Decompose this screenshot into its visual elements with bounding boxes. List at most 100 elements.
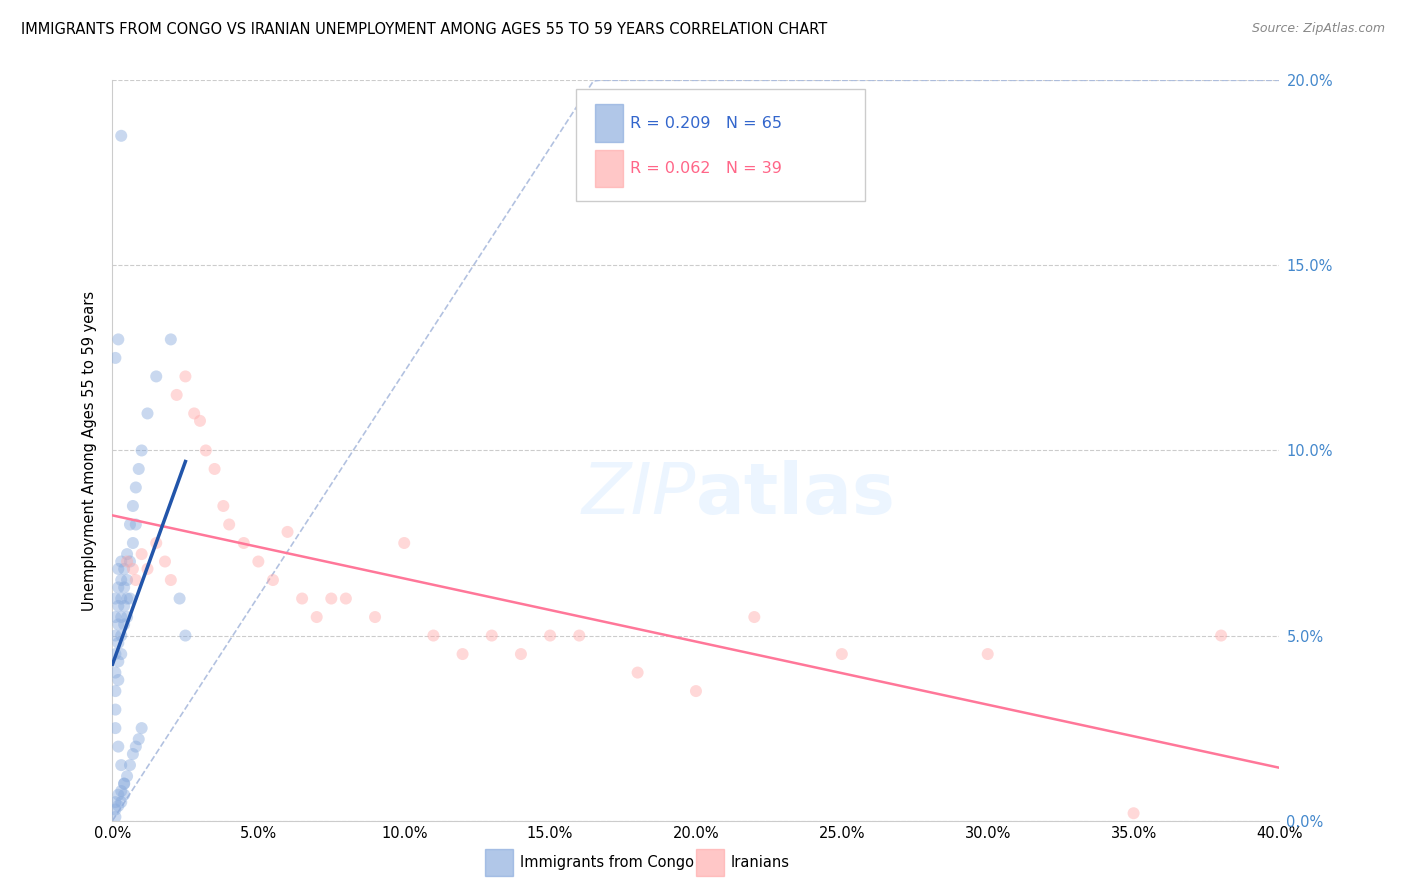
- Point: [104, 684, 127, 698]
- Point: [115, 547, 138, 561]
- Point: [335, 591, 357, 606]
- Point: [153, 554, 176, 569]
- Point: [160, 573, 183, 587]
- Point: [110, 647, 132, 661]
- Point: [115, 554, 138, 569]
- Point: [110, 573, 132, 587]
- Point: [104, 628, 127, 642]
- Point: [122, 499, 145, 513]
- Point: [112, 581, 135, 595]
- Y-axis label: Unemployment Among Ages 55 to 59 years: Unemployment Among Ages 55 to 59 years: [82, 291, 97, 610]
- Point: [107, 599, 129, 613]
- Text: IMMIGRANTS FROM CONGO VS IRANIAN UNEMPLOYMENT AMONG AGES 55 TO 59 YEARS CORRELAT: IMMIGRANTS FROM CONGO VS IRANIAN UNEMPLO…: [21, 22, 827, 37]
- Point: [112, 599, 135, 613]
- Point: [131, 721, 153, 735]
- Point: [107, 798, 129, 813]
- Point: [112, 776, 135, 791]
- Text: R = 0.209   N = 65: R = 0.209 N = 65: [630, 116, 782, 130]
- Point: [107, 655, 129, 669]
- Point: [104, 351, 127, 365]
- Text: atlas: atlas: [696, 460, 896, 529]
- Point: [247, 554, 270, 569]
- Point: [568, 628, 591, 642]
- Point: [104, 810, 127, 824]
- Point: [742, 610, 765, 624]
- Point: [136, 407, 159, 421]
- Point: [104, 647, 127, 661]
- Point: [104, 721, 127, 735]
- Point: [321, 591, 343, 606]
- Text: Iranians: Iranians: [731, 855, 790, 870]
- Point: [131, 547, 153, 561]
- Point: [112, 562, 135, 576]
- Point: [112, 617, 135, 632]
- Point: [112, 788, 135, 802]
- Text: R = 0.062   N = 39: R = 0.062 N = 39: [630, 161, 782, 176]
- Point: [174, 628, 197, 642]
- Point: [422, 628, 444, 642]
- Point: [107, 562, 129, 576]
- Point: [136, 562, 159, 576]
- Point: [115, 610, 138, 624]
- Point: [481, 628, 503, 642]
- Text: Immigrants from Congo: Immigrants from Congo: [520, 855, 695, 870]
- Point: [104, 610, 127, 624]
- Point: [1122, 806, 1144, 821]
- Point: [118, 517, 141, 532]
- Point: [232, 536, 254, 550]
- Point: [112, 776, 135, 791]
- Point: [1209, 628, 1232, 642]
- Point: [183, 407, 205, 421]
- Point: [107, 636, 129, 650]
- Point: [122, 747, 145, 761]
- Point: [685, 684, 707, 698]
- Point: [104, 795, 127, 809]
- Point: [107, 581, 129, 595]
- Point: [118, 554, 141, 569]
- Point: [125, 517, 148, 532]
- Point: [128, 732, 150, 747]
- Point: [131, 443, 153, 458]
- Point: [104, 703, 127, 717]
- Point: [125, 573, 148, 587]
- Point: [276, 524, 298, 539]
- Point: [364, 610, 387, 624]
- Point: [110, 610, 132, 624]
- Point: [118, 758, 141, 772]
- Point: [166, 388, 188, 402]
- Point: [118, 591, 141, 606]
- Point: [122, 562, 145, 576]
- Point: [188, 414, 211, 428]
- Point: [104, 665, 127, 680]
- Point: [110, 591, 132, 606]
- Point: [110, 784, 132, 798]
- Point: [122, 536, 145, 550]
- Point: [115, 769, 138, 783]
- Point: [204, 462, 226, 476]
- Point: [218, 517, 240, 532]
- Point: [212, 499, 235, 513]
- Point: [110, 795, 132, 809]
- Point: [145, 369, 167, 384]
- Point: [125, 481, 148, 495]
- Point: [451, 647, 474, 661]
- Point: [125, 739, 148, 754]
- Point: [262, 573, 284, 587]
- Point: [145, 536, 167, 550]
- Point: [194, 443, 217, 458]
- Point: [104, 591, 127, 606]
- Point: [627, 665, 650, 680]
- Point: [394, 536, 416, 550]
- Point: [110, 128, 132, 143]
- Point: [976, 647, 998, 661]
- Text: Source: ZipAtlas.com: Source: ZipAtlas.com: [1251, 22, 1385, 36]
- Point: [115, 573, 138, 587]
- Point: [160, 332, 183, 346]
- Point: [110, 758, 132, 772]
- Point: [174, 369, 197, 384]
- Point: [291, 591, 314, 606]
- Point: [110, 628, 132, 642]
- Point: [107, 673, 129, 687]
- Point: [104, 803, 127, 817]
- Point: [107, 788, 129, 802]
